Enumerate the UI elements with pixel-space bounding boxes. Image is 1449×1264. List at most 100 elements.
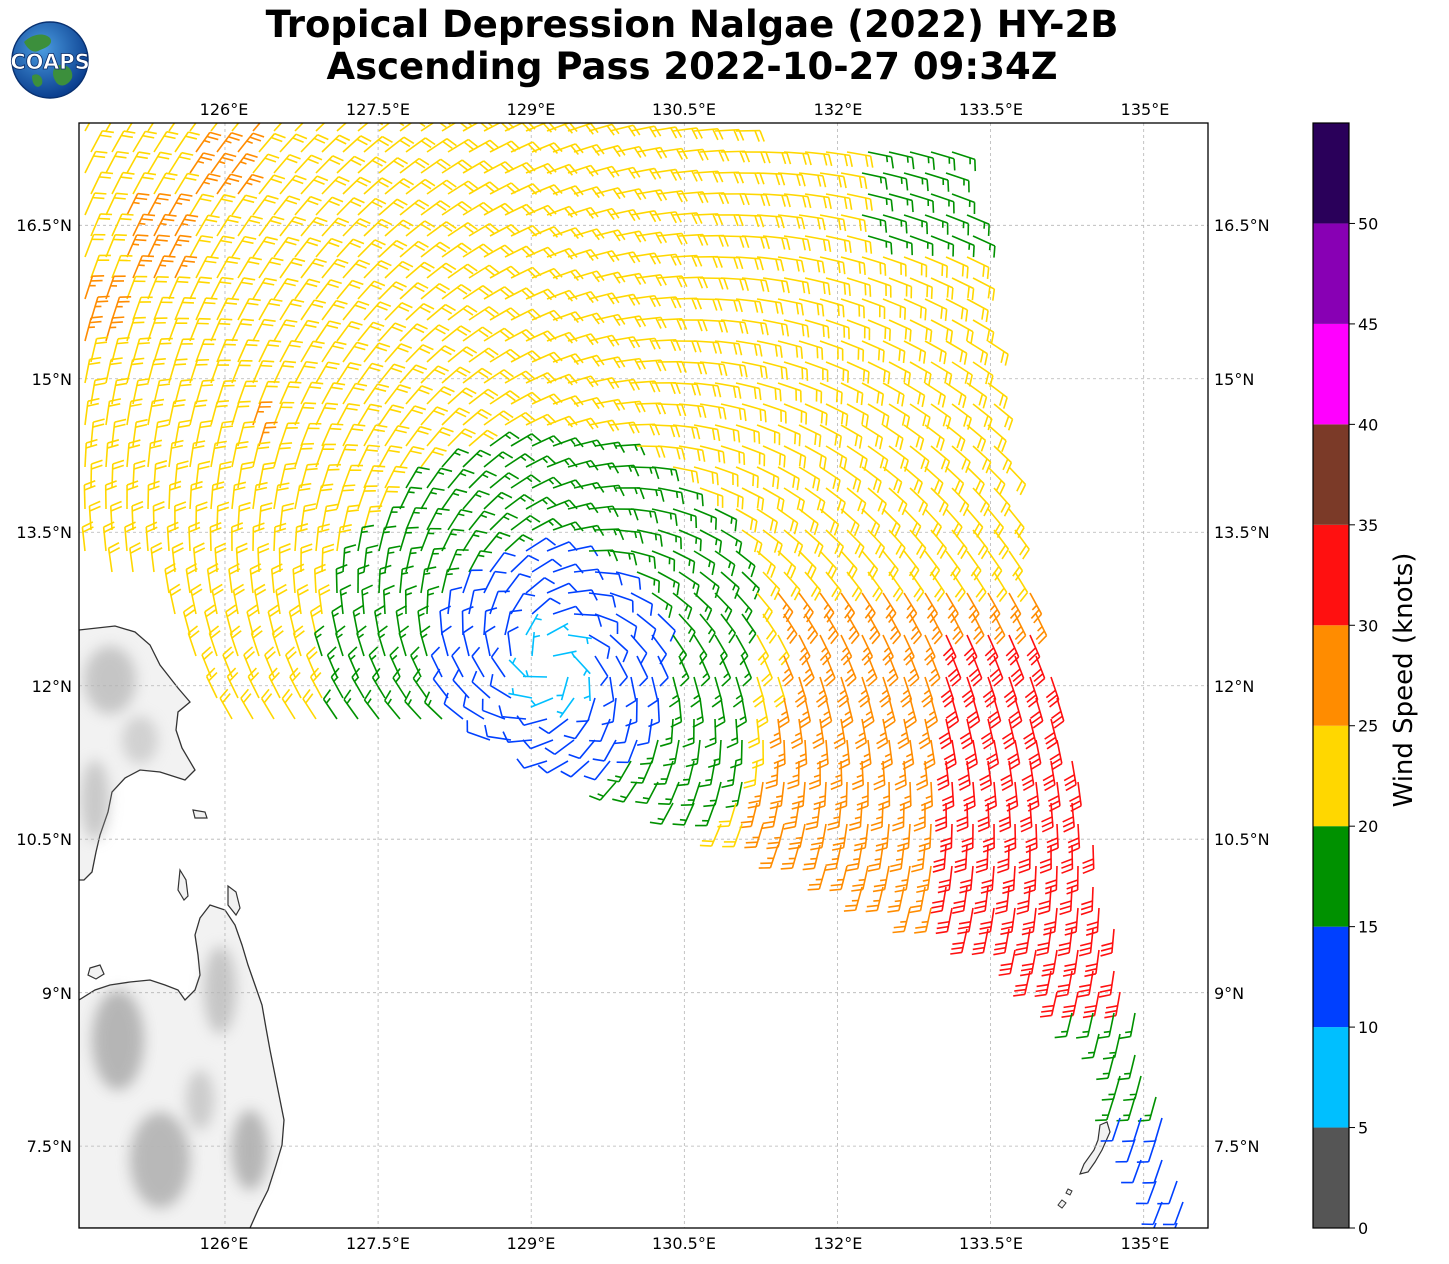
wind-barb <box>462 160 494 174</box>
map-frame <box>78 122 1209 1229</box>
wind-barb <box>363 301 392 321</box>
wind-barb <box>1045 676 1060 708</box>
wind-barb <box>777 340 804 359</box>
wind-barb <box>399 157 430 174</box>
wind-barb <box>840 256 866 276</box>
wind-barb <box>166 521 179 552</box>
wind-barb <box>936 760 950 791</box>
wind-barb <box>971 928 989 956</box>
wind-barb <box>105 357 123 384</box>
wind-barb <box>888 613 902 645</box>
wind-barb <box>132 172 157 195</box>
wind-barb <box>296 583 309 615</box>
wind-barb <box>468 388 499 405</box>
wind-barb <box>471 670 491 699</box>
wind-barb <box>930 277 954 300</box>
wind-barb <box>294 123 304 132</box>
wind-barb <box>930 445 951 473</box>
wind-barb <box>693 424 721 442</box>
wind-barb <box>735 214 765 228</box>
wind-barb <box>903 256 928 278</box>
wind-barb <box>647 676 659 708</box>
wind-barb <box>678 613 696 643</box>
wind-barb <box>804 613 819 645</box>
wind-barb <box>347 646 359 678</box>
wind-barb <box>924 172 950 192</box>
wind-barb <box>384 302 413 321</box>
wind-barb <box>189 358 210 384</box>
wind-barb <box>820 697 833 729</box>
wind-barb <box>1021 760 1035 792</box>
wind-barb <box>399 364 428 384</box>
wind-barb <box>1118 1012 1136 1040</box>
wind-barb <box>987 697 1002 729</box>
wind-barb <box>357 362 384 384</box>
wind-barb <box>756 298 784 315</box>
wind-barb <box>195 214 220 237</box>
wind-barb <box>426 345 456 363</box>
wind-barb <box>510 514 541 531</box>
wind-barb <box>987 382 1008 409</box>
wind-barb <box>699 613 716 644</box>
wind-barb <box>846 571 863 602</box>
wind-barb <box>987 466 1006 496</box>
wind-barb <box>959 865 974 894</box>
wind-barb <box>1003 676 1018 708</box>
wind-barb <box>888 277 913 299</box>
wind-barb <box>378 404 405 426</box>
wind-barb <box>762 403 787 424</box>
wind-barb <box>961 676 976 708</box>
wind-barb <box>714 171 745 184</box>
wind-barb <box>804 277 831 296</box>
wind-barb <box>249 563 262 594</box>
wind-barb <box>951 193 976 215</box>
wind-barb <box>777 508 799 535</box>
wind-barb <box>279 502 295 531</box>
wind-barb <box>720 571 740 599</box>
wind-barb <box>504 609 523 636</box>
wind-barb <box>704 718 717 749</box>
wind-barb <box>426 179 457 195</box>
wind-barb <box>88 500 101 531</box>
wind-barb <box>921 676 934 708</box>
wind-barb <box>888 235 913 256</box>
wind-barb <box>735 508 758 533</box>
wind-barb <box>846 151 874 168</box>
wind-barb <box>609 421 640 434</box>
wind-barb <box>462 326 493 342</box>
wind-barb <box>399 323 428 342</box>
wind-barb <box>630 508 659 524</box>
wind-barb <box>275 583 288 615</box>
wind-barb <box>678 655 690 687</box>
wind-barb <box>672 592 693 620</box>
wind-barb <box>773 676 786 708</box>
wind-barb <box>573 613 603 627</box>
wind-barb <box>279 257 306 279</box>
wind-barb <box>825 277 851 297</box>
wind-barb <box>483 161 515 174</box>
wind-barb <box>1081 1033 1100 1060</box>
wind-barb <box>741 529 763 556</box>
wind-barb <box>399 282 429 300</box>
wind-barb <box>909 319 933 343</box>
wind-barb <box>567 248 599 261</box>
wind-barb <box>231 481 247 510</box>
wind-barb <box>105 150 129 174</box>
wind-barb <box>237 339 260 363</box>
wind-barb <box>187 625 200 657</box>
wind-barb <box>363 218 393 237</box>
wind-barb <box>132 213 156 237</box>
wind-barb <box>756 382 782 402</box>
wind-barb <box>447 222 478 237</box>
wind-barb <box>504 411 536 426</box>
wind-barb <box>351 667 365 699</box>
wind-barb <box>625 676 637 708</box>
wind-barb <box>841 697 854 729</box>
wind-barb <box>363 544 379 573</box>
wind-barb <box>258 174 286 195</box>
wind-barb <box>798 634 811 666</box>
wind-barb <box>756 424 781 446</box>
lat-left-12: 12°N <box>32 677 72 696</box>
wind-barb <box>1043 907 1058 936</box>
wind-barb <box>294 523 309 552</box>
